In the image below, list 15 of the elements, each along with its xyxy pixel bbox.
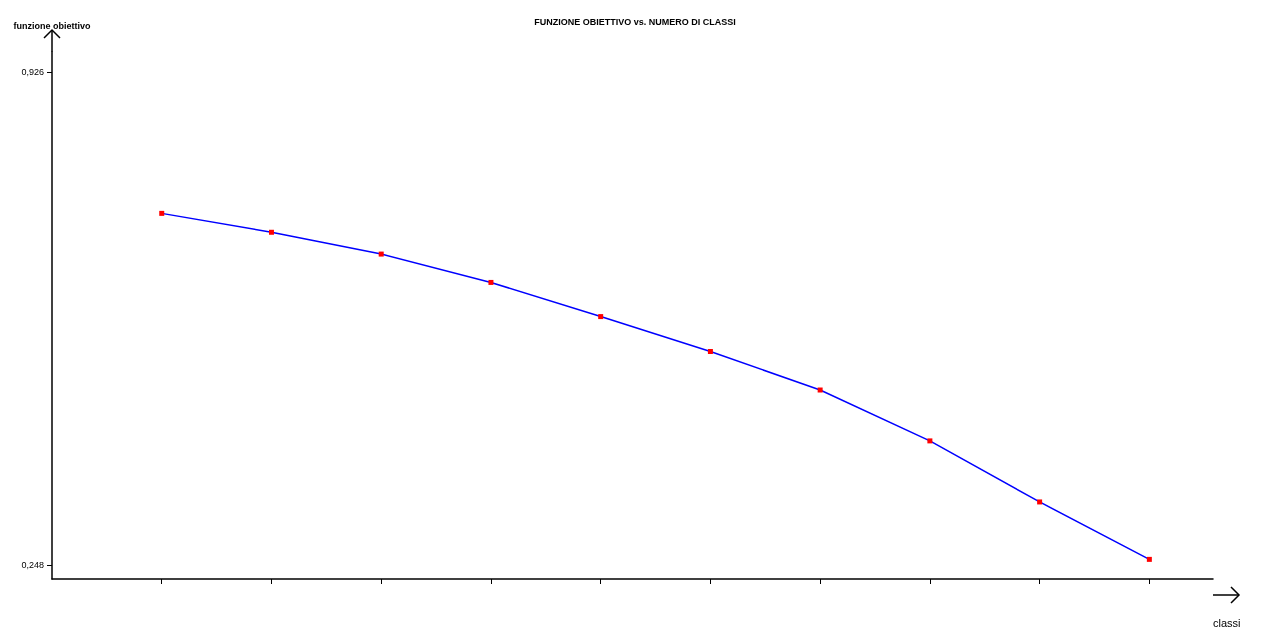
- point: [1146, 556, 1152, 562]
- y-tick-label: 0,926: [21, 67, 44, 78]
- point: [1037, 499, 1043, 505]
- point: [598, 314, 604, 320]
- chart-title: FUNZIONE OBIETTIVO vs. NUMERO DI CLASSI: [534, 16, 736, 27]
- point: [268, 229, 274, 235]
- y-tick-label: 0,248: [21, 560, 44, 571]
- point: [927, 438, 933, 444]
- point: [817, 387, 823, 393]
- point: [378, 251, 384, 257]
- x-axis-title: classi: [1213, 616, 1241, 628]
- point: [707, 348, 713, 354]
- point: [488, 279, 494, 285]
- y-axis-title: funzione obiettivo: [13, 20, 91, 31]
- point: [159, 210, 165, 216]
